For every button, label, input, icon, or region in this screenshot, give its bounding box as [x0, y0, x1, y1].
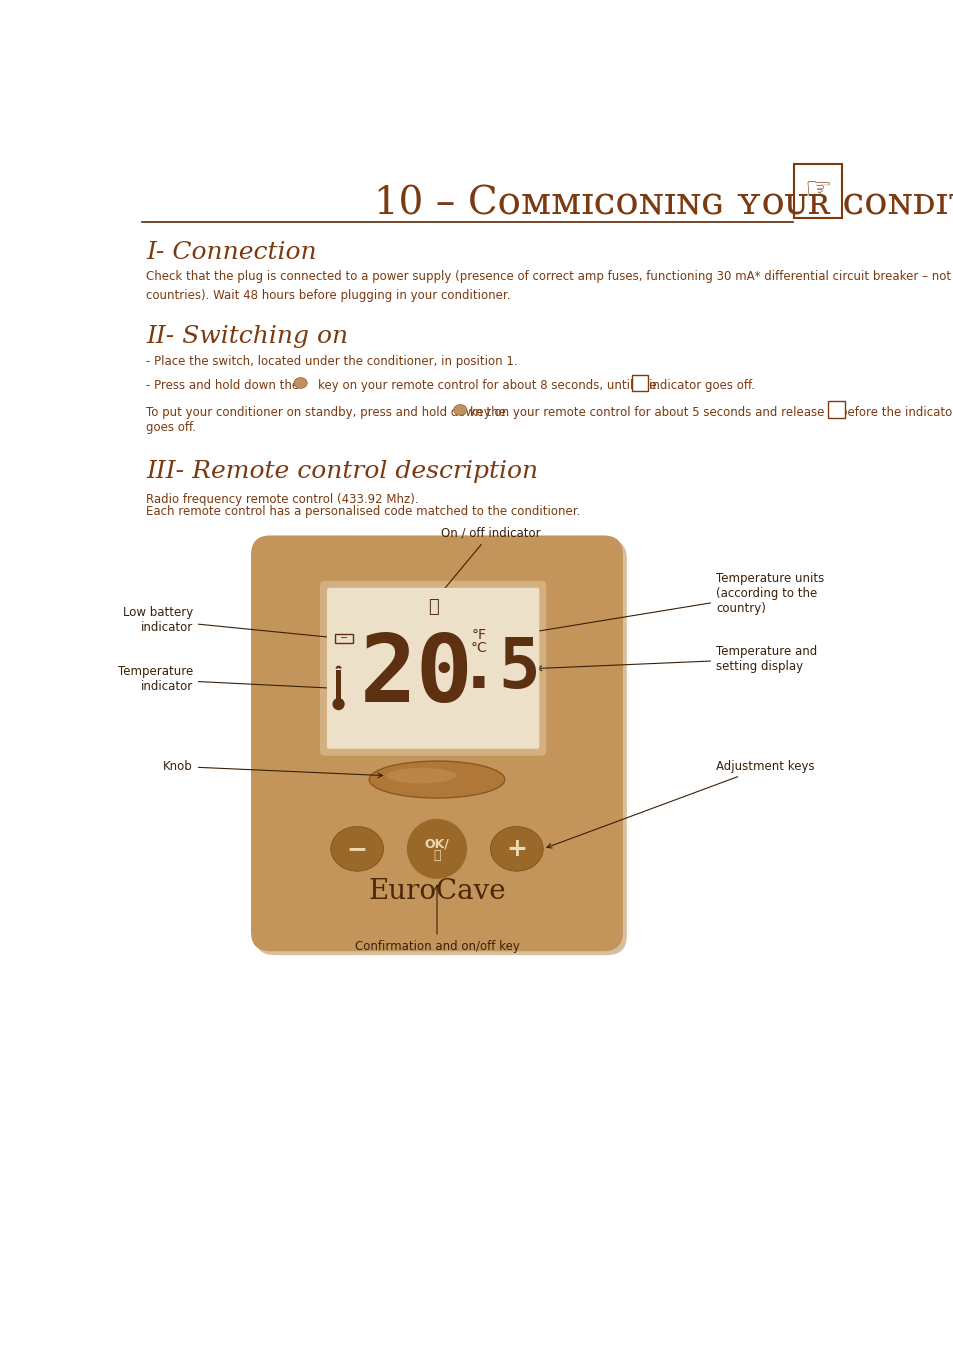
Text: Low battery
indicator: Low battery indicator [123, 606, 339, 640]
Text: EuroCave: EuroCave [368, 879, 505, 906]
Text: Confirmation and on/off key: Confirmation and on/off key [355, 886, 518, 953]
FancyBboxPatch shape [319, 580, 546, 756]
Text: - Press and hold down the: - Press and hold down the [146, 379, 299, 391]
Text: II- Switching on: II- Switching on [146, 325, 348, 348]
Ellipse shape [331, 826, 383, 871]
Text: .5: .5 [457, 634, 541, 702]
Ellipse shape [369, 761, 504, 798]
FancyBboxPatch shape [254, 539, 626, 954]
FancyBboxPatch shape [327, 587, 538, 749]
Text: Temperature and
setting display: Temperature and setting display [537, 645, 817, 672]
Text: To put your conditioner on standby, press and hold down the: To put your conditioner on standby, pres… [146, 406, 506, 418]
Text: ⏻: ⏻ [832, 404, 839, 416]
Text: +: + [506, 837, 527, 861]
Circle shape [333, 699, 344, 710]
Text: −: − [346, 837, 367, 861]
FancyBboxPatch shape [827, 401, 843, 417]
Text: 20: 20 [359, 630, 473, 722]
Text: OK/: OK/ [424, 838, 449, 850]
Text: ⏻: ⏻ [635, 377, 642, 390]
Ellipse shape [294, 378, 307, 389]
FancyBboxPatch shape [251, 536, 622, 952]
Text: key on your remote control for about 5 seconds and release it before the indicat: key on your remote control for about 5 s… [469, 406, 953, 418]
Text: On / off indicator: On / off indicator [436, 526, 540, 599]
Text: key on your remote control for about 8 seconds, until the: key on your remote control for about 8 s… [318, 379, 657, 391]
Circle shape [407, 819, 466, 878]
FancyBboxPatch shape [335, 670, 340, 699]
Text: Knob: Knob [163, 760, 382, 778]
Text: Each remote control has a personalised code matched to the conditioner.: Each remote control has a personalised c… [146, 505, 580, 518]
Text: Temperature
indicator: Temperature indicator [117, 666, 338, 694]
FancyBboxPatch shape [794, 165, 841, 219]
Text: Cᴏᴍᴍɪᴄᴏɴɪɴɢ ʏᴏᴜʀ ᴄᴏɴᴅɪᴛɪᴏɴᴇʀ: Cᴏᴍᴍɪᴄᴏɴɪɴɢ ʏᴏᴜʀ ᴄᴏɴᴅɪᴛɪᴏɴᴇʀ [468, 185, 953, 223]
Text: I- Connection: I- Connection [146, 240, 316, 263]
Text: III- Remote control description: III- Remote control description [146, 460, 537, 483]
Text: Temperature units
(according to the
country): Temperature units (according to the coun… [486, 571, 823, 641]
Ellipse shape [386, 768, 456, 783]
Text: Check that the plug is connected to a power supply (presence of correct amp fuse: Check that the plug is connected to a po… [146, 270, 953, 302]
Text: ☞: ☞ [803, 176, 831, 205]
FancyBboxPatch shape [631, 374, 647, 390]
Ellipse shape [490, 826, 542, 871]
Text: goes off.: goes off. [146, 421, 196, 435]
Text: - Place the switch, located under the conditioner, in position 1.: - Place the switch, located under the co… [146, 355, 517, 367]
Ellipse shape [454, 405, 466, 416]
Text: °F: °F [471, 628, 486, 641]
Text: Radio frequency remote control (433.92 Mhz).: Radio frequency remote control (433.92 M… [146, 493, 418, 506]
Text: 10 –: 10 – [374, 185, 468, 223]
Text: indicator goes off.: indicator goes off. [649, 379, 755, 391]
Text: Adjustment keys: Adjustment keys [546, 760, 814, 848]
Text: °C: °C [470, 641, 487, 655]
Text: ⏻: ⏻ [427, 598, 438, 616]
Text: 🔥: 🔥 [433, 849, 440, 861]
Text: −: − [339, 633, 348, 643]
